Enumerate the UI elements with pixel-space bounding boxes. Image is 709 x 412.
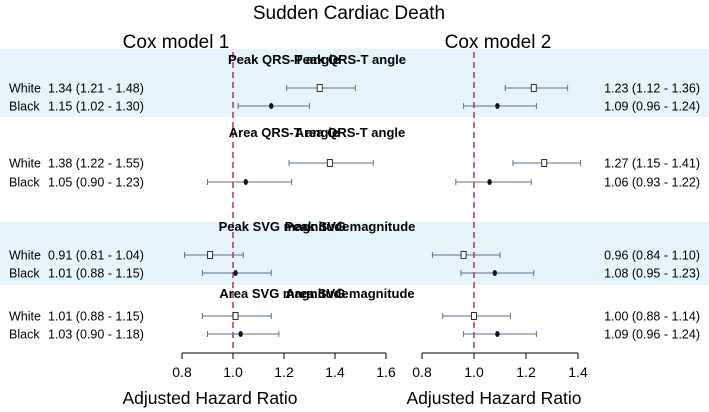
estimate-text: 1.15 (1.02 - 1.30)	[48, 100, 144, 114]
row-label: White	[9, 249, 41, 263]
group-bands	[0, 49, 709, 285]
row-label: Black	[9, 328, 40, 342]
x-axis-label: Adjusted Hazard Ratio	[406, 388, 581, 408]
estimate-text: 1.27 (1.15 - 1.41)	[604, 157, 700, 171]
estimate-text: 1.06 (0.93 - 1.22)	[604, 176, 700, 190]
x-tick-label: 1.0	[223, 364, 243, 380]
point-square	[232, 312, 239, 320]
row-label: Black	[9, 176, 40, 190]
group-title: Peak QRS-T angle	[294, 52, 406, 67]
x-tick-label: 1.4	[568, 364, 588, 380]
estimate-text: 1.23 (1.12 - 1.36)	[604, 82, 700, 96]
panel-2: Cox model 2 Peak QRS-T angle 1.23 (1.12 - …	[285, 32, 700, 408]
estimate-text: 1.03 (0.90 - 1.18)	[48, 328, 144, 342]
point-dot	[492, 270, 497, 276]
x-tick-label: 1.2	[516, 364, 536, 380]
point-dot	[495, 331, 500, 337]
group-title: Area SVG magnitude	[219, 286, 348, 301]
point-square	[326, 159, 333, 167]
row-label: White	[9, 157, 41, 171]
group-title: Peak SVG magnitude	[285, 219, 416, 234]
estimate-text: 1.09 (0.96 - 1.24)	[604, 328, 700, 342]
point-dot	[233, 270, 238, 276]
estimate-text: 0.96 (0.84 - 1.10)	[604, 249, 700, 263]
group-title: Area QRS-T angle	[229, 125, 340, 140]
estimate-text: 1.34 (1.21 - 1.48)	[48, 82, 144, 96]
estimate-text: 1.00 (0.88 - 1.14)	[604, 310, 700, 324]
estimate-text: 1.08 (0.95 - 1.23)	[604, 267, 700, 281]
point-square	[541, 159, 548, 167]
group-title: Area SVG magnitude	[285, 286, 414, 301]
row-label: Black	[9, 267, 40, 281]
chart-title: Sudden Cardiac Death	[253, 3, 445, 24]
x-tick-label: 0.8	[412, 364, 432, 380]
x-tick-label: 1.4	[325, 364, 345, 380]
point-square	[207, 251, 214, 259]
point-dot	[243, 179, 248, 185]
group-title: Peak SVG magnitude	[219, 219, 350, 234]
group-band	[0, 222, 709, 285]
group-band	[0, 49, 709, 117]
point-square	[471, 312, 477, 320]
row-label: White	[9, 310, 41, 324]
panel-title: Cox model 1	[123, 32, 230, 53]
point-square	[316, 84, 323, 92]
estimate-text: 1.01 (0.88 - 1.15)	[48, 310, 144, 324]
estimate-text: 0.91 (0.81 - 1.04)	[48, 249, 144, 263]
panel-title: Cox model 2	[445, 32, 552, 53]
x-tick-label: 1.0	[464, 364, 484, 380]
group-title: Area QRS-T angle	[295, 125, 406, 140]
estimate-text: 1.01 (0.88 - 1.15)	[48, 267, 144, 281]
estimate-text: 1.38 (1.22 - 1.55)	[48, 157, 144, 171]
point-dot	[495, 103, 500, 109]
point-square	[530, 84, 537, 92]
row-label: White	[9, 82, 41, 96]
point-dot	[238, 331, 243, 337]
estimate-text: 1.09 (0.96 - 1.24)	[604, 100, 700, 114]
x-tick-label: 1.2	[274, 364, 294, 380]
point-dot	[487, 179, 492, 185]
point-dot	[269, 103, 274, 109]
point-square	[460, 251, 467, 259]
x-tick-label: 0.8	[172, 364, 192, 380]
estimate-text: 1.05 (0.90 - 1.23)	[48, 176, 144, 190]
x-tick-label: 1.6	[376, 364, 396, 380]
x-axis-label: Adjusted Hazard Ratio	[122, 388, 297, 408]
group-title: Peak QRS-T angle	[228, 52, 340, 67]
row-label: Black	[9, 100, 40, 114]
